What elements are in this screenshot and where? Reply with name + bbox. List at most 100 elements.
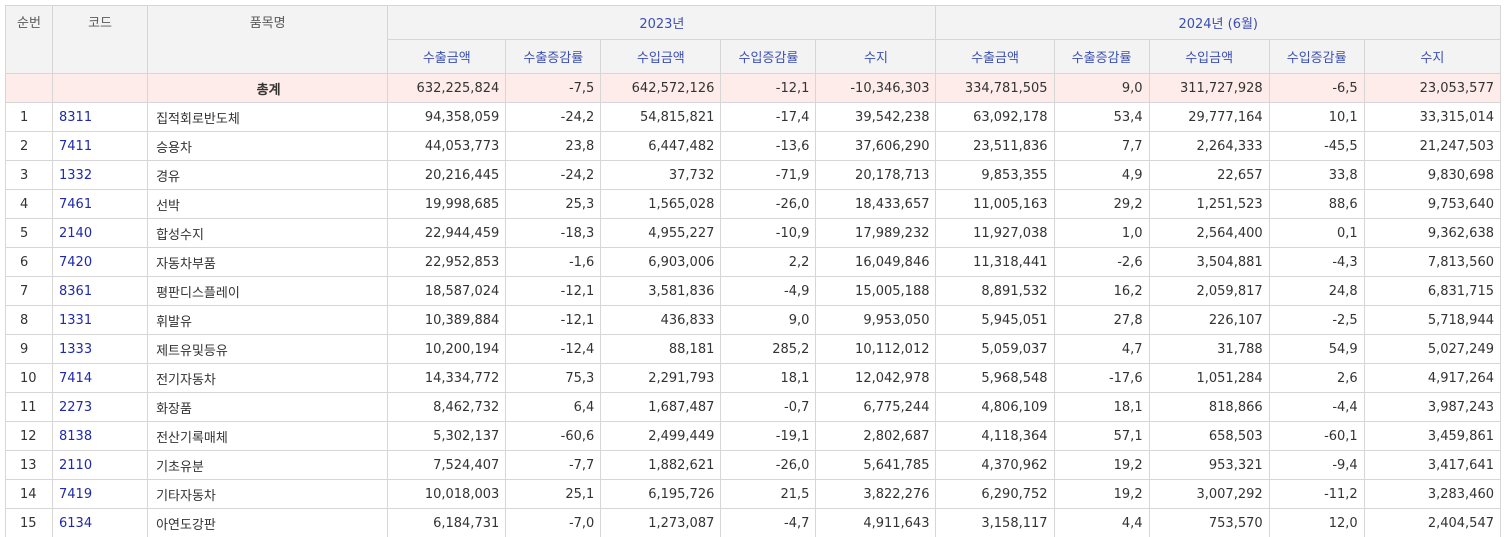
value-cell: 19,998,685 bbox=[387, 189, 507, 219]
table-row[interactable]: 4 7461 선박 19,998,685 25,3 1,565,028 -26,0 18,43… bbox=[4, 189, 1502, 219]
item-code-link[interactable]: 2140 bbox=[59, 225, 93, 241]
value-cell: 9,0 bbox=[720, 305, 817, 335]
value-cell: 8,891,532 bbox=[935, 276, 1055, 306]
value-cell: 5,027,249 bbox=[1363, 334, 1502, 364]
value-cell: 2,2 bbox=[720, 247, 817, 277]
value-cell: 44,053,773 bbox=[387, 131, 507, 161]
header-code[interactable]: 코드 bbox=[52, 5, 149, 74]
value-cell: -4,4 bbox=[1268, 392, 1365, 422]
table-row[interactable]: 3 1332 경유 20,216,445 -24,2 37,732 -71,9 20,178,… bbox=[4, 160, 1502, 190]
item-code-link[interactable]: 8361 bbox=[59, 283, 93, 299]
value-cell: 5,059,037 bbox=[935, 334, 1055, 364]
header-import-amount-2024[interactable]: 수입금액 bbox=[1148, 39, 1270, 74]
code-cell: 7419 bbox=[52, 479, 149, 509]
value-cell: 37,606,290 bbox=[815, 131, 937, 161]
rank-cell: 2 bbox=[4, 131, 54, 161]
table-row[interactable]: 7 8361 평판디스플레이 18,587,024 -12,1 3,581,836 -4,9… bbox=[4, 276, 1502, 306]
item-code-link[interactable]: 1333 bbox=[59, 341, 93, 357]
value-cell: 1,251,523 bbox=[1148, 189, 1270, 219]
code-cell: 1332 bbox=[52, 160, 149, 190]
item-code-link[interactable]: 1331 bbox=[59, 312, 93, 328]
header-rank[interactable]: 순번 bbox=[4, 5, 54, 74]
table-row[interactable]: 6 7420 자동차부품 22,952,853 -1,6 6,903,006 2,2 16,0… bbox=[4, 247, 1502, 277]
total-label: 총계 bbox=[147, 73, 389, 103]
value-cell: 12,0 bbox=[1268, 508, 1365, 537]
item-code-link[interactable]: 7461 bbox=[59, 196, 93, 212]
value-cell: 75,3 bbox=[505, 363, 602, 393]
table-row[interactable]: 14 7419 기타자동차 10,018,003 25,1 6,195,726 21,5 3,… bbox=[4, 479, 1502, 509]
value-cell: 4,9 bbox=[1053, 160, 1150, 190]
header-import-amount-2023[interactable]: 수입금액 bbox=[600, 39, 722, 74]
item-code-link[interactable]: 7414 bbox=[59, 370, 93, 386]
value-cell: 11,927,038 bbox=[935, 218, 1055, 248]
value-cell: 7,7 bbox=[1053, 131, 1150, 161]
item-code-link[interactable]: 1332 bbox=[59, 167, 93, 183]
header-export-amount-2024[interactable]: 수출금액 bbox=[935, 39, 1055, 74]
value-cell: 2,802,687 bbox=[815, 421, 937, 451]
table-row[interactable]: 10 7414 전기자동차 14,334,772 75,3 2,291,793 18,1 12… bbox=[4, 363, 1502, 393]
table-row[interactable]: 12 8138 전산기록매체 5,302,137 -60,6 2,499,449 -19,1… bbox=[4, 421, 1502, 451]
table-row[interactable]: 2 7411 승용차 44,053,773 23,8 6,447,482 -13,6 37,6… bbox=[4, 131, 1502, 161]
value-cell: 1,687,487 bbox=[600, 392, 722, 422]
item-code-link[interactable]: 2110 bbox=[59, 457, 93, 473]
value-cell: 3,987,243 bbox=[1363, 392, 1502, 422]
value-cell: -17,4 bbox=[720, 102, 817, 132]
value-cell: 6,290,752 bbox=[935, 479, 1055, 509]
table-row[interactable]: 15 6134 아연도강판 6,184,731 -7,0 1,273,087 -4,7 4,9… bbox=[4, 508, 1502, 537]
header-item-name[interactable]: 품목명 bbox=[147, 5, 389, 74]
header-import-growth-2023[interactable]: 수입증감률 bbox=[720, 39, 817, 74]
item-name-cell: 제트유및등유 bbox=[147, 334, 389, 364]
item-code-link[interactable]: 7411 bbox=[59, 138, 93, 154]
table-row[interactable]: 1 8311 집적회로반도체 94,358,059 -24,2 54,815,821 -17… bbox=[4, 102, 1502, 132]
total-rank-cell bbox=[4, 73, 54, 103]
item-name-cell: 선박 bbox=[147, 189, 389, 219]
item-code-link[interactable]: 7419 bbox=[59, 486, 93, 502]
value-cell: 11,005,163 bbox=[935, 189, 1055, 219]
value-cell: 88,6 bbox=[1268, 189, 1365, 219]
value-cell: 54,9 bbox=[1268, 334, 1365, 364]
value-cell: 23,8 bbox=[505, 131, 602, 161]
item-name-cell: 기타자동차 bbox=[147, 479, 389, 509]
item-code-link[interactable]: 7420 bbox=[59, 254, 93, 270]
header-import-growth-2024[interactable]: 수입증감률 bbox=[1268, 39, 1365, 74]
value-cell: 16,2 bbox=[1053, 276, 1150, 306]
value-cell: 3,007,292 bbox=[1148, 479, 1270, 509]
value-cell: 63,092,178 bbox=[935, 102, 1055, 132]
value-cell: -24,2 bbox=[505, 102, 602, 132]
value-cell: -26,0 bbox=[720, 450, 817, 480]
table-row[interactable]: 5 2140 합성수지 22,944,459 -18,3 4,955,227 -10,9 17… bbox=[4, 218, 1502, 248]
table-row[interactable]: 11 2273 화장품 8,462,732 6,4 1,687,487 -0,7 6,775,… bbox=[4, 392, 1502, 422]
header-balance-2023[interactable]: 수지 bbox=[815, 39, 937, 74]
total-value: -10,346,303 bbox=[815, 73, 937, 103]
value-cell: 2,264,333 bbox=[1148, 131, 1270, 161]
value-cell: -45,5 bbox=[1268, 131, 1365, 161]
value-cell: 7,524,407 bbox=[387, 450, 507, 480]
value-cell: 3,283,460 bbox=[1363, 479, 1502, 509]
header-balance-2024[interactable]: 수지 bbox=[1363, 39, 1502, 74]
value-cell: 753,570 bbox=[1148, 508, 1270, 537]
value-cell: 3,459,861 bbox=[1363, 421, 1502, 451]
value-cell: 25,1 bbox=[505, 479, 602, 509]
table-row[interactable]: 9 1333 제트유및등유 10,200,194 -12,4 88,181 285,2 10,… bbox=[4, 334, 1502, 364]
item-code-link[interactable]: 8311 bbox=[59, 109, 93, 125]
value-cell: 31,788 bbox=[1148, 334, 1270, 364]
table-row[interactable]: 8 1331 휘발유 10,389,884 -12,1 436,833 9,0 9,953,0… bbox=[4, 305, 1502, 335]
table-header: 순번 코드 품목명 2023년 2024년 (6월) 수출금액 수출증감률 수입… bbox=[4, 5, 1502, 74]
rank-cell: 14 bbox=[4, 479, 54, 509]
table-row[interactable]: 13 2110 기초유분 7,524,407 -7,7 1,882,621 -26,0 5,6… bbox=[4, 450, 1502, 480]
code-cell: 1333 bbox=[52, 334, 149, 364]
header-export-growth-2023[interactable]: 수출증감률 bbox=[505, 39, 602, 74]
value-cell: 39,542,238 bbox=[815, 102, 937, 132]
item-code-link[interactable]: 8138 bbox=[59, 428, 93, 444]
value-cell: 5,302,137 bbox=[387, 421, 507, 451]
value-cell: 8,462,732 bbox=[387, 392, 507, 422]
value-cell: 285,2 bbox=[720, 334, 817, 364]
value-cell: 24,8 bbox=[1268, 276, 1365, 306]
item-code-link[interactable]: 2273 bbox=[59, 399, 93, 415]
header-export-growth-2024[interactable]: 수출증감률 bbox=[1053, 39, 1150, 74]
value-cell: 21,5 bbox=[720, 479, 817, 509]
value-cell: 33,8 bbox=[1268, 160, 1365, 190]
value-cell: 9,753,640 bbox=[1363, 189, 1502, 219]
item-code-link[interactable]: 6134 bbox=[59, 515, 93, 531]
header-export-amount-2023[interactable]: 수출금액 bbox=[387, 39, 507, 74]
